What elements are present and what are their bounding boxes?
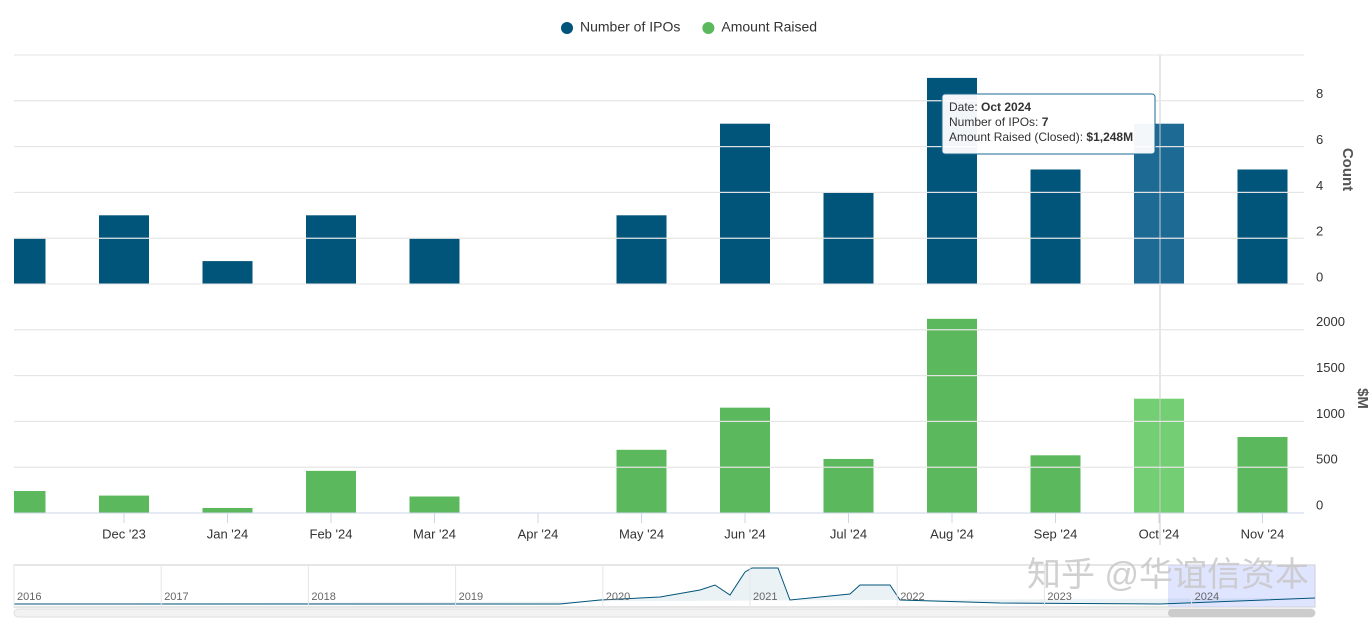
bar <box>409 238 460 284</box>
tooltip-box <box>941 93 1156 155</box>
tooltip-value: Oct 2024 <box>981 100 1031 114</box>
tooltip-row: Number of IPOs: 7 <box>949 115 1049 129</box>
x-tick-label: Aug '24 <box>930 526 974 541</box>
bar <box>202 507 253 513</box>
x-tick-label: Jul '24 <box>830 526 867 541</box>
y-tick-label: 8 <box>1316 86 1323 101</box>
scrollbar-thumb[interactable] <box>1168 609 1315 617</box>
y-tick-label: 0 <box>1316 497 1323 512</box>
bar <box>14 238 46 284</box>
x-tick-label: Jan '24 <box>207 526 249 541</box>
navigator-line <box>14 567 1316 605</box>
navigator-year: 2020 <box>606 591 630 603</box>
y-tick-label: 1500 <box>1316 360 1345 375</box>
x-tick-label: Mar '24 <box>413 526 456 541</box>
bar <box>202 261 253 284</box>
x-tick-label: Oct '24 <box>1139 526 1180 541</box>
bar <box>616 215 667 284</box>
scrollbar[interactable] <box>13 608 1316 618</box>
tooltip-value: $1,248M <box>1086 130 1133 144</box>
y-tick-label: 500 <box>1316 452 1338 467</box>
bar <box>927 318 977 513</box>
bar <box>823 458 874 513</box>
navigator: 2016 2017 2018 2019 2020 2021 2022 2023 2024 <box>13 564 1316 618</box>
legend-marker <box>561 22 573 34</box>
navigator-year: 2016 <box>17 591 41 603</box>
x-tick-label: Sep '24 <box>1034 526 1078 541</box>
navigator-year: 2019 <box>459 591 483 603</box>
tooltip-value: 7 <box>1042 115 1049 129</box>
y-tick-label: 2 <box>1316 224 1323 239</box>
y-tick-label: 1000 <box>1316 406 1345 421</box>
navigator-selection[interactable] <box>1168 565 1315 607</box>
tooltip-row: Date: Oct 2024 <box>949 100 1031 114</box>
bar <box>306 470 356 513</box>
y-tick-label: 6 <box>1316 132 1323 147</box>
x-tick-label: Feb '24 <box>310 526 353 541</box>
bar <box>1237 436 1288 513</box>
legend-label: Amount Raised <box>721 19 817 35</box>
axis-title: Count <box>1339 148 1356 191</box>
navigator-year: 2017 <box>164 591 188 603</box>
tooltip-row: Amount Raised (Closed): $1,248M <box>949 130 1133 144</box>
bar <box>409 496 460 513</box>
navigator-year: 2021 <box>753 591 777 603</box>
bar <box>1030 169 1081 284</box>
x-tick-label: Apr '24 <box>518 526 559 541</box>
tooltip-label: Number of IPOs: <box>949 115 1042 129</box>
legend-marker <box>702 22 715 34</box>
y-tick-label: 4 <box>1316 178 1323 193</box>
x-tick-label: Dec '23 <box>102 526 146 541</box>
x-tick-label: Nov '24 <box>1241 526 1285 541</box>
watermark: 知乎 @华谊信资本 <box>1027 556 1309 594</box>
navigator-year: 2018 <box>311 591 335 603</box>
y-tick-label: 2000 <box>1316 314 1345 329</box>
y-tick-label: 0 <box>1316 269 1323 284</box>
bar <box>1134 398 1184 513</box>
x-tick-label: May '24 <box>619 526 664 541</box>
tooltip-label: Amount Raised (Closed): <box>949 130 1086 144</box>
bar <box>720 123 770 284</box>
legend-label: Number of IPOs <box>580 19 680 35</box>
bar <box>99 215 149 284</box>
navigator-year: 2022 <box>900 591 924 603</box>
navigator-year: 2024 <box>1195 591 1219 603</box>
bar <box>99 495 149 513</box>
legend: Number of IPOs Amount Raised <box>561 19 817 35</box>
bar <box>1237 169 1288 284</box>
x-tick-label: Jun '24 <box>724 526 766 541</box>
bar <box>1030 455 1081 513</box>
bar <box>616 449 667 513</box>
bar <box>14 491 46 513</box>
bar <box>306 215 356 284</box>
bar <box>720 407 770 513</box>
axis-title: $M <box>1354 388 1371 409</box>
navigator-year: 2023 <box>1047 591 1071 603</box>
tooltip-label: Date: <box>949 100 981 114</box>
navigator-frame <box>13 564 1316 608</box>
